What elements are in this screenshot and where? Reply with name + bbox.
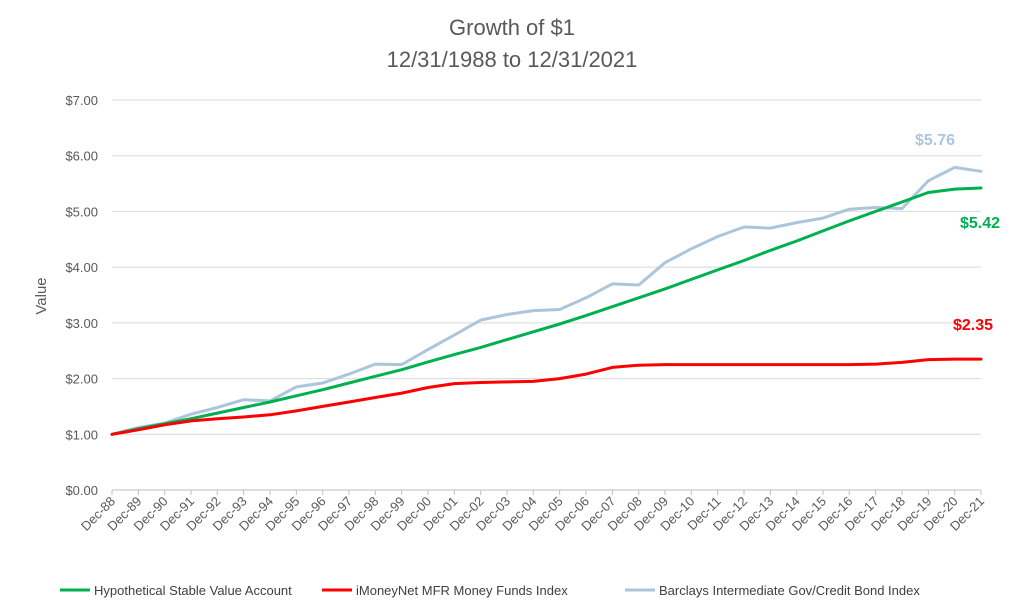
y-tick-label: $3.00 <box>65 316 98 331</box>
end-value-label: $2.35 <box>953 317 993 334</box>
gridlines <box>112 99 981 491</box>
y-tick-label: $5.00 <box>65 204 98 219</box>
series-line-0 <box>110 186 983 436</box>
y-tick-label: $0.00 <box>65 483 98 498</box>
y-tick-label: $4.00 <box>65 260 98 275</box>
y-tick-label: $7.00 <box>65 93 98 108</box>
y-axis-label: Value <box>33 277 50 314</box>
y-tick-labels: $0.00 $1.00 $2.00 $3.00 $4.00 $5.00 $6.00 $7.00 <box>65 93 98 498</box>
end-value-label: $5.42 <box>960 215 1000 232</box>
chart-title: Growth of $1 <box>449 15 575 40</box>
legend-label: Barclays Intermediate Gov/Credit Bond In… <box>659 583 920 598</box>
legend-label: iMoneyNet MFR Money Funds Index <box>356 583 568 598</box>
chart-subtitle: 12/31/1988 to 12/31/2021 <box>387 47 638 72</box>
series-line-1 <box>110 357 983 436</box>
legend: Hypothetical Stable Value Account iMoneyN… <box>60 583 920 598</box>
series-line-2 <box>110 165 983 436</box>
series-lines <box>110 165 983 436</box>
y-tick-label: $2.00 <box>65 372 98 387</box>
end-value-label: $5.76 <box>915 132 955 149</box>
y-tick-label: $1.00 <box>65 427 98 442</box>
end-labels: $5.42 $2.35 $5.76 <box>915 132 1000 334</box>
legend-label: Hypothetical Stable Value Account <box>94 583 292 598</box>
x-tick-labels: Dec-88Dec-89Dec-90Dec-91Dec-92Dec-93Dec-… <box>78 490 987 534</box>
y-tick-label: $6.00 <box>65 149 98 164</box>
